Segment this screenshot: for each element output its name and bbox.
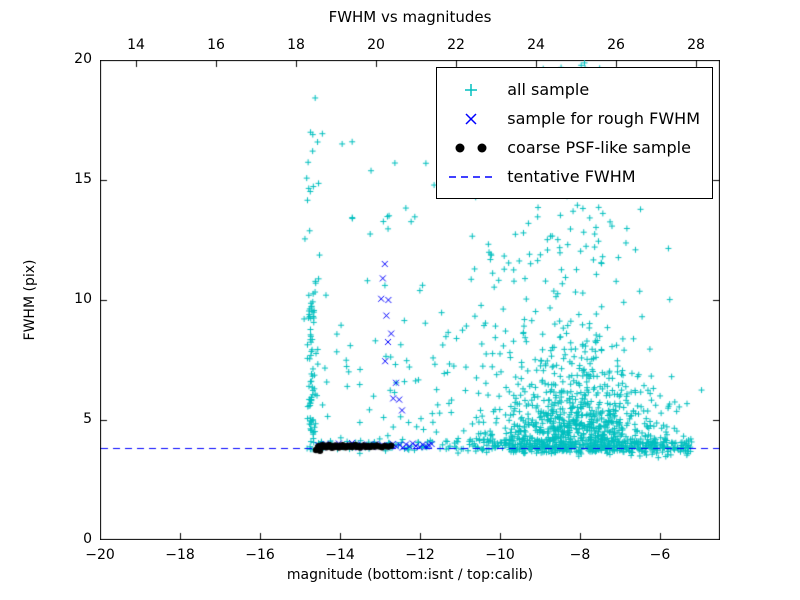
chart-title: FWHM vs magnitudes: [328, 8, 492, 26]
x-tick-label: −16: [245, 547, 275, 563]
legend-label: coarse PSF-like sample: [507, 138, 691, 157]
y-tick-label: 20: [74, 51, 92, 67]
x-marker-path: [465, 112, 477, 125]
x-tick-label: −12: [405, 547, 435, 563]
top-tick-label: 18: [287, 37, 305, 53]
y-tick-label: 10: [74, 291, 92, 307]
top-tick-label: 28: [687, 37, 705, 53]
dot-marker-circle: [477, 143, 487, 152]
plus-marker-path: [465, 83, 478, 96]
legend-entry-psf-sample: coarse PSF-like sample: [445, 133, 700, 162]
top-tick-label: 22: [447, 37, 465, 53]
x-tick-label: −6: [649, 547, 671, 563]
legend-label: tentative FWHM: [507, 167, 636, 186]
top-tick-label: 24: [527, 37, 545, 53]
y-tick-label: 0: [83, 531, 92, 547]
dots-marker-icon: [445, 138, 497, 158]
y-tick-label: 5: [83, 411, 92, 427]
x-tick-label: −8: [569, 547, 591, 563]
x-tick-label: −18: [165, 547, 195, 563]
legend-entry-rough-fwhm: sample for rough FWHM: [445, 104, 700, 133]
y-axis-label: FWHM (pix): [22, 259, 38, 341]
x-marker-icon: [445, 109, 497, 129]
x-tick-label: −20: [85, 547, 115, 563]
dashed-line-icon: [445, 167, 497, 187]
legend-label: all sample: [507, 80, 590, 99]
plus-marker-icon: [445, 80, 497, 100]
x-axis-label: magnitude (bottom:isnt / top:calib): [286, 567, 534, 583]
top-tick-label: 16: [207, 37, 225, 53]
dot-marker-circle: [455, 143, 465, 152]
legend: all sample sample for rough FWHM coar: [436, 67, 713, 199]
x-tick-label: −14: [325, 547, 355, 563]
top-tick-label: 26: [607, 37, 625, 53]
legend-entry-all-sample: all sample: [445, 75, 700, 104]
top-tick-label: 20: [367, 37, 385, 53]
y-tick-label: 15: [74, 171, 92, 187]
plot-area: all sample sample for rough FWHM coar: [100, 60, 720, 540]
top-tick-label: 14: [127, 37, 145, 53]
legend-entry-tentative-fwhm: tentative FWHM: [445, 162, 700, 191]
legend-label: sample for rough FWHM: [507, 109, 700, 128]
x-tick-label: −10: [485, 547, 515, 563]
